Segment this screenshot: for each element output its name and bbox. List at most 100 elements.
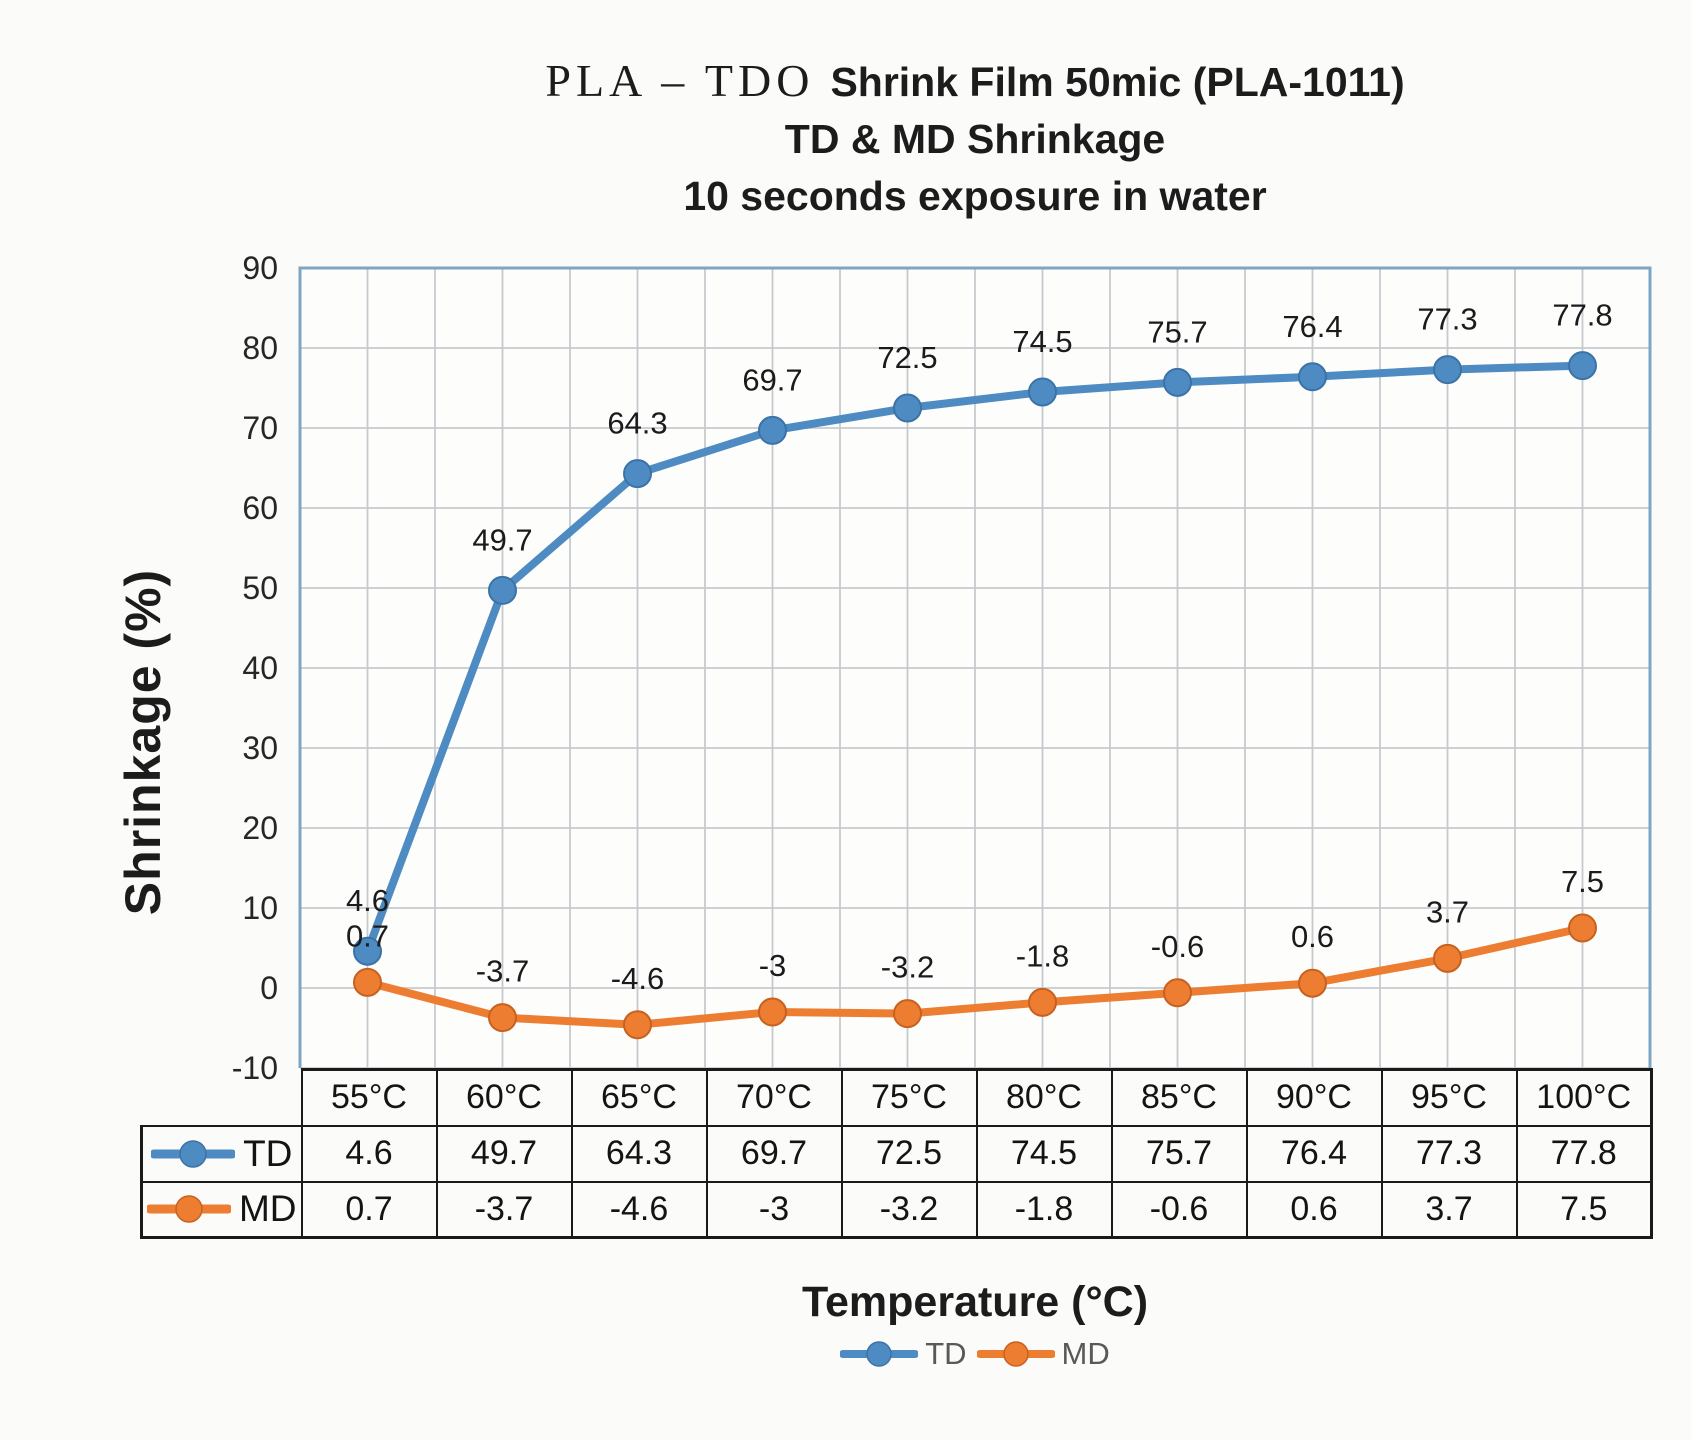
chart-title-line-1: PLA – TDO Shrink Film 50mic (PLA-1011) — [300, 52, 1650, 111]
temp-header-cell: 100°C — [1515, 1068, 1653, 1127]
temp-header-cell: 75°C — [840, 1068, 978, 1127]
md-series-line — [363, 924, 1587, 1029]
chart-title-main: Shrink Film 50mic (PLA-1011) — [830, 59, 1405, 105]
legend-swatch-icon — [840, 1341, 919, 1367]
td-value-cell: 76.4 — [1245, 1124, 1383, 1183]
md-data-label: -1.8 — [1016, 938, 1069, 973]
y-tick-label: 20 — [242, 810, 278, 846]
td-value-cell: 49.7 — [435, 1124, 573, 1183]
td-value-cell: 72.5 — [840, 1124, 978, 1183]
td-value-cell: 75.7 — [1110, 1124, 1248, 1183]
td-value-cell: 4.6 — [300, 1124, 438, 1183]
legend-item-md: MD — [976, 1336, 1110, 1372]
md-data-label: 3.7 — [1426, 894, 1469, 929]
td-series-marker — [623, 459, 652, 489]
legend-item-label: MD — [1061, 1336, 1110, 1371]
y-tick-label: 10 — [242, 890, 278, 926]
temp-header-cell: 85°C — [1110, 1068, 1248, 1127]
md-data-label: 0.7 — [346, 918, 389, 953]
td-table-row: TD 4.6 49.7 64.3 69.7 72.5 74.5 75.7 76.4 77.3 77.… — [140, 1124, 1653, 1183]
md-value-cell: 3.7 — [1380, 1180, 1518, 1239]
md-series-marker — [623, 1010, 652, 1040]
md-legend-cell: MD — [140, 1180, 303, 1239]
md-series-marker — [1568, 913, 1597, 943]
series-key: MD — [143, 1188, 301, 1230]
temp-header-cell: 80°C — [975, 1068, 1113, 1127]
y-tick-label: -10 — [232, 1050, 278, 1086]
td-series-line — [363, 361, 1587, 956]
temp-header-cell: 95°C — [1380, 1068, 1518, 1127]
td-series-marker — [893, 393, 922, 423]
temp-header-cell: 65°C — [570, 1068, 708, 1127]
md-series-marker — [488, 1003, 517, 1033]
data-table: 55°C 60°C 65°C 70°C 75°C 80°C 85°C 90°C 95°C 100°… — [140, 1068, 1653, 1239]
y-tick-label: 40 — [242, 650, 278, 686]
md-series-marker — [758, 997, 787, 1027]
temp-header-cell: 55°C — [300, 1068, 438, 1127]
chart-title-line-2: TD & MD Shrinkage — [784, 116, 1166, 162]
td-data-label: 72.5 — [877, 340, 937, 375]
md-value-cell: -0.6 — [1110, 1180, 1248, 1239]
temp-header-cell: 70°C — [705, 1068, 843, 1127]
td-data-label: 76.4 — [1282, 309, 1342, 344]
md-value-cell: 0.7 — [300, 1180, 438, 1239]
td-series-marker — [1028, 377, 1057, 407]
x-axis-title: Temperature (°C) — [801, 1278, 1149, 1326]
md-value-cell: -3.2 — [840, 1180, 978, 1239]
md-data-label: -4.6 — [611, 961, 664, 996]
td-value-cell: 77.8 — [1515, 1124, 1653, 1183]
y-tick-label: 0 — [260, 970, 278, 1006]
td-data-label: 77.8 — [1552, 298, 1612, 333]
series-swatch-icon — [151, 1139, 236, 1168]
md-series-marker — [1028, 987, 1057, 1017]
corner-cell — [142, 1070, 302, 1126]
md-value-cell: 0.6 — [1245, 1180, 1383, 1239]
td-data-label: 77.3 — [1417, 302, 1477, 337]
td-value-cell: 64.3 — [570, 1124, 708, 1183]
legend-item-td: TD — [840, 1336, 967, 1372]
td-series-marker — [1433, 355, 1462, 385]
td-data-label: 49.7 — [472, 522, 532, 557]
md-series-marker — [1163, 978, 1192, 1008]
td-value-cell: 74.5 — [975, 1124, 1113, 1183]
td-series-marker — [488, 575, 517, 605]
temp-header-cell: 60°C — [435, 1068, 573, 1127]
td-data-label: 75.7 — [1147, 314, 1207, 349]
chart-title-block: PLA – TDO Shrink Film 50mic (PLA-1011) TD… — [300, 52, 1650, 225]
series-name-label: MD — [238, 1188, 297, 1230]
md-table-row: MD 0.7 -3.7 -4.6 -3 -3.2 -1.8 -0.6 0.6 3.7 7.5 — [140, 1180, 1653, 1239]
md-data-label: -3.2 — [881, 950, 934, 985]
y-tick-label: 50 — [242, 570, 278, 606]
chart-legend: TD MD — [300, 1336, 1650, 1372]
chart-title-line-3: 10 seconds exposure in water — [683, 173, 1267, 219]
md-value-cell: -4.6 — [570, 1180, 708, 1239]
temp-header-cell: 90°C — [1245, 1068, 1383, 1127]
td-data-label: 64.3 — [607, 406, 667, 441]
y-tick-label: 80 — [242, 330, 278, 366]
td-legend-cell: TD — [140, 1124, 303, 1183]
td-series-marker — [758, 415, 787, 445]
md-data-label: 0.6 — [1291, 919, 1334, 954]
td-series-marker — [1298, 362, 1327, 392]
td-data-label: 69.7 — [742, 362, 802, 397]
md-value-cell: -1.8 — [975, 1180, 1113, 1239]
td-series-marker — [1568, 351, 1597, 381]
data-table-body: 55°C 60°C 65°C 70°C 75°C 80°C 85°C 90°C 95°C 100°… — [140, 1068, 1653, 1239]
y-tick-label: 60 — [242, 490, 278, 526]
category-row: 55°C 60°C 65°C 70°C 75°C 80°C 85°C 90°C 95°C 100°… — [142, 1068, 1653, 1127]
md-data-label: -3.7 — [476, 954, 529, 989]
series-key: TD — [143, 1133, 301, 1175]
legend-item-label: TD — [925, 1336, 967, 1371]
chart-title-prefix: PLA – TDO — [545, 55, 815, 106]
y-tick-label: 90 — [242, 250, 278, 286]
td-value-cell: 69.7 — [705, 1124, 843, 1183]
legend-swatch-icon — [976, 1341, 1055, 1367]
td-data-label: 74.5 — [1012, 324, 1072, 359]
td-data-label: 4.6 — [346, 883, 389, 918]
md-value-cell: -3.7 — [435, 1180, 573, 1239]
y-tick-label: 30 — [242, 730, 278, 766]
md-value-cell: 7.5 — [1515, 1180, 1653, 1239]
td-series-marker — [1163, 367, 1192, 397]
